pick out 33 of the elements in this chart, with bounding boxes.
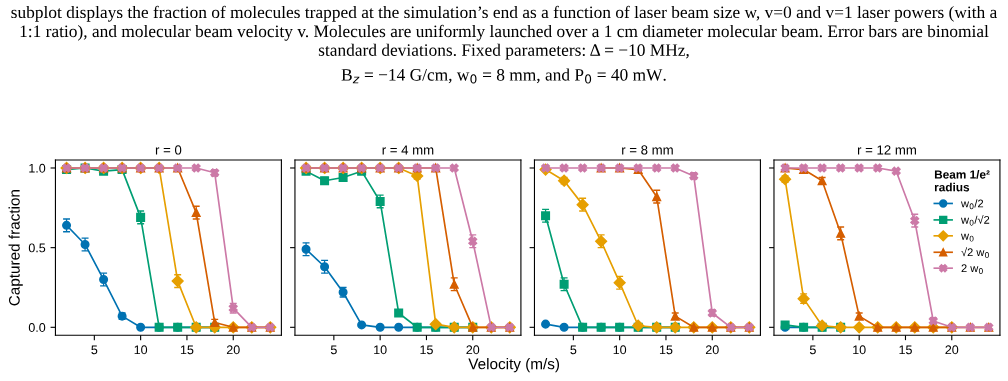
legend-label: 2 w$_{0}$ (961, 264, 983, 274)
x-tick-label: 5 (330, 345, 337, 355)
chart-title: r = 12 mm (857, 145, 916, 155)
y-tick-label: 0.5 (28, 243, 46, 253)
x-tick-label: 20 (705, 345, 719, 355)
x-tick-label: 10 (374, 345, 387, 355)
chart-title: r = 0 (155, 145, 182, 155)
x-tick-label: 5 (809, 345, 816, 355)
x-tick-label: 20 (466, 345, 480, 355)
y-tick-label: 0.0 (28, 323, 46, 332)
x-tick-label: 5 (91, 345, 98, 355)
x-tick-label: 10 (853, 345, 866, 355)
text: subplot displays the fraction of molecules trapped at the simulation’s end as a function of laser beam size w, v=0 and v=1 laser powers (with a 1:1 ratio), and molecular beam velocity v. Molecules are uniformly launched over a 1 cm diameter molecular beam. Error bars are binomial standard deviations. Fixed parameters: Δ = −10 MHz, (11, 5, 998, 60)
x-axis-title: Velocity (m/s) (468, 358, 560, 373)
legend-label: w$_{0}$/2 (960, 199, 984, 210)
legend-label: w$_{0}$/√2 (960, 214, 990, 226)
x-tick-label: 10 (613, 345, 627, 355)
x-tick-label: 15 (180, 345, 194, 355)
text: B$_{z}$ = −14 G/cm, w$_{0}$ = 8 mm, and P$_{0}$ = 40 mW. (341, 68, 666, 84)
chart-title: r = 8 mm (622, 145, 673, 155)
x-tick-label: 20 (945, 345, 959, 355)
x-tick-label: 15 (899, 345, 912, 355)
x-tick-label: 15 (659, 345, 673, 355)
y-tick-label: 1.0 (29, 163, 46, 173)
chart-title: r = 4 mm (382, 145, 434, 155)
legend-label: w$_{0}$ (960, 233, 974, 242)
x-tick-label: 15 (420, 345, 433, 355)
x-tick-label: 10 (134, 345, 148, 355)
y-axis-title: Captured fraction (8, 190, 23, 306)
x-tick-label: 5 (570, 345, 577, 355)
x-tick-label: 20 (226, 345, 240, 355)
legend-label: √2 w$_{0}$ (961, 247, 989, 258)
legend-title: Beam 1/e² radius (934, 170, 990, 192)
